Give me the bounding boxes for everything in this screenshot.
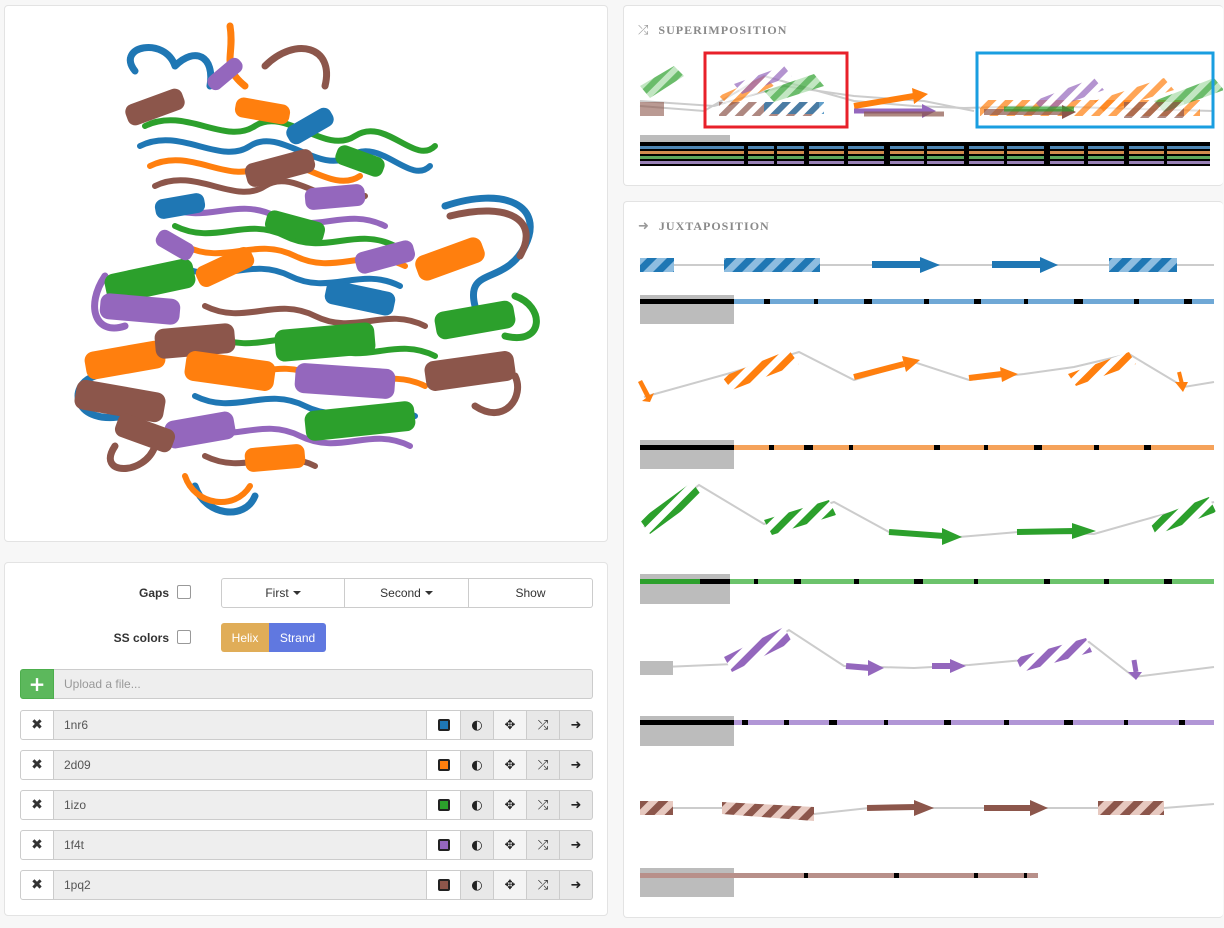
remove-icon[interactable]: ✖ xyxy=(20,870,54,900)
protein-id: 1izo xyxy=(54,790,427,820)
color-swatch[interactable] xyxy=(427,830,461,860)
ss-colors-checkbox[interactable] xyxy=(177,630,191,644)
protein-row: ✖ 1f4t ◐ ✥ ⤮ ➜ xyxy=(20,830,593,860)
remove-icon[interactable]: ✖ xyxy=(20,830,54,860)
color-swatch[interactable] xyxy=(427,750,461,780)
first-label: First xyxy=(265,586,289,600)
highlight-box-red xyxy=(703,51,849,129)
protein-row: ✖ 1nr6 ◐ ✥ ⤮ ➜ xyxy=(20,710,593,740)
superimposition-header: ⤮ SUPERIMPOSITION xyxy=(638,23,787,38)
protein-structure-render[interactable] xyxy=(5,6,608,542)
second-label: Second xyxy=(380,586,421,600)
move-icon[interactable]: ✥ xyxy=(494,710,527,740)
shuffle-icon: ⤮ xyxy=(638,23,650,38)
caret-down-icon xyxy=(424,591,433,595)
track-1nr6 xyxy=(640,257,1214,324)
juxtaposition-tracks[interactable] xyxy=(624,202,1223,918)
protein-id: 1f4t xyxy=(54,830,427,860)
color-swatch[interactable] xyxy=(427,710,461,740)
shuffle-icon[interactable]: ⤮ xyxy=(527,750,560,780)
move-icon[interactable]: ✥ xyxy=(494,750,527,780)
sequence-selector-group: First Second Show xyxy=(221,578,593,608)
gaps-checkbox[interactable] xyxy=(177,585,191,599)
move-icon[interactable]: ✥ xyxy=(494,870,527,900)
track-1pq2 xyxy=(640,800,1215,897)
juxtaposition-header: ➜ JUXTAPOSITION xyxy=(638,219,770,234)
shuffle-icon[interactable]: ⤮ xyxy=(527,710,560,740)
first-dropdown[interactable]: First xyxy=(221,578,345,608)
protein-id: 1pq2 xyxy=(54,870,427,900)
protein-row: ✖ 1pq2 ◐ ✥ ⤮ ➜ xyxy=(20,870,593,900)
upload-row: + Upload a file... xyxy=(20,669,593,699)
add-file-button[interactable]: + xyxy=(20,669,54,699)
controls-panel: Gaps First Second Show SS colors Helix S… xyxy=(4,562,608,916)
gaps-label: Gaps xyxy=(138,586,169,600)
show-label: Show xyxy=(515,586,546,600)
remove-icon[interactable]: ✖ xyxy=(20,710,54,740)
arrow-right-icon[interactable]: ➜ xyxy=(560,790,593,820)
show-button[interactable]: Show xyxy=(469,578,593,608)
helix-color-button[interactable]: Helix xyxy=(221,623,269,652)
arrow-right-icon[interactable]: ➜ xyxy=(560,830,593,860)
color-swatch[interactable] xyxy=(427,790,461,820)
juxtaposition-panel: ➜ JUXTAPOSITION xyxy=(623,201,1223,918)
caret-down-icon xyxy=(292,591,301,595)
protein-id: 2d09 xyxy=(54,750,427,780)
remove-icon[interactable]: ✖ xyxy=(20,790,54,820)
protein-row: ✖ 2d09 ◐ ✥ ⤮ ➜ xyxy=(20,750,593,780)
arrow-right-icon[interactable]: ➜ xyxy=(560,870,593,900)
contrast-icon[interactable]: ◐ xyxy=(461,830,494,860)
superimposition-title: SUPERIMPOSITION xyxy=(658,23,788,37)
second-dropdown[interactable]: Second xyxy=(345,578,469,608)
contrast-icon[interactable]: ◐ xyxy=(461,710,494,740)
structure-viewer[interactable] xyxy=(4,5,608,542)
ss-colors-label: SS colors xyxy=(113,631,169,645)
arrow-right-icon[interactable]: ➜ xyxy=(560,750,593,780)
remove-icon[interactable]: ✖ xyxy=(20,750,54,780)
protein-row: ✖ 1izo ◐ ✥ ⤮ ➜ xyxy=(20,790,593,820)
upload-file-input[interactable]: Upload a file... xyxy=(54,669,593,699)
contrast-icon[interactable]: ◐ xyxy=(461,870,494,900)
shuffle-icon[interactable]: ⤮ xyxy=(527,870,560,900)
arrow-right-icon: ➜ xyxy=(638,219,650,234)
contrast-icon[interactable]: ◐ xyxy=(461,750,494,780)
superimposition-panel: ⤮ SUPERIMPOSITION xyxy=(623,5,1223,186)
superimposition-track[interactable] xyxy=(624,6,1223,176)
juxtaposition-title: JUXTAPOSITION xyxy=(658,219,770,233)
track-2d09 xyxy=(638,350,1215,469)
strand-color-button[interactable]: Strand xyxy=(269,623,326,652)
shuffle-icon[interactable]: ⤮ xyxy=(527,790,560,820)
move-icon[interactable]: ✥ xyxy=(494,830,527,860)
move-icon[interactable]: ✥ xyxy=(494,790,527,820)
track-1izo xyxy=(640,482,1216,604)
contrast-icon[interactable]: ◐ xyxy=(461,790,494,820)
track-1f4t xyxy=(639,627,1215,746)
highlight-box-blue xyxy=(975,51,1215,129)
protein-id: 1nr6 xyxy=(54,710,427,740)
arrow-right-icon[interactable]: ➜ xyxy=(560,710,593,740)
color-swatch[interactable] xyxy=(427,870,461,900)
shuffle-icon[interactable]: ⤮ xyxy=(527,830,560,860)
